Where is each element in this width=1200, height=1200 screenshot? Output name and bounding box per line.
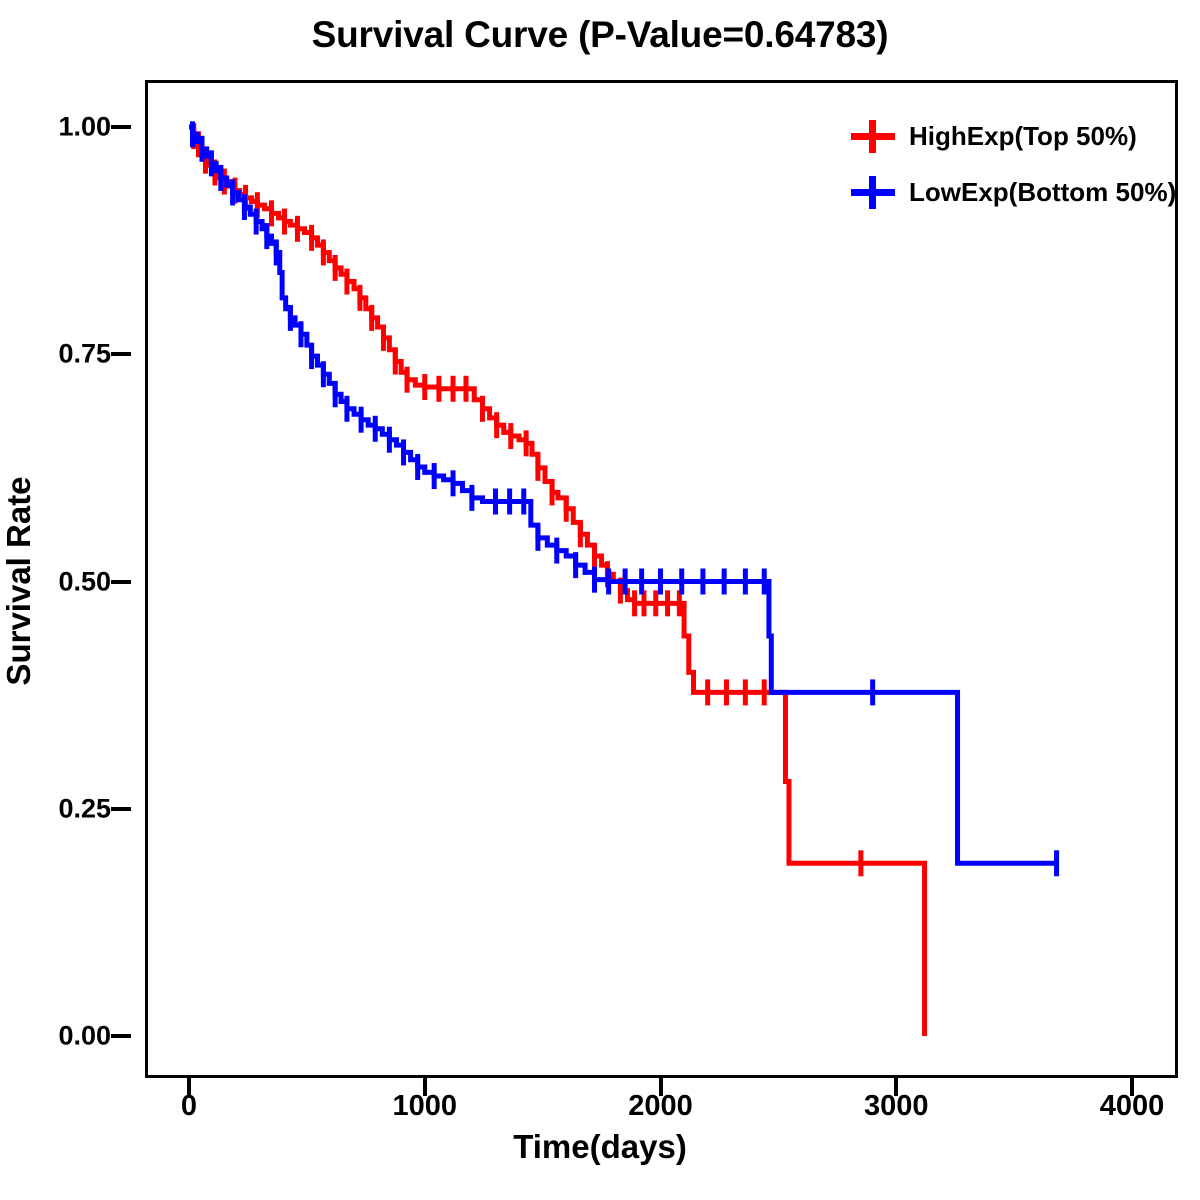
y-axis: 0.00 0.25 0.50 0.75 1.00 bbox=[0, 0, 145, 1200]
y-tick-label: 1.00 bbox=[58, 111, 111, 142]
x-tick-mark bbox=[1130, 1078, 1134, 1096]
x-tick-mark bbox=[187, 1078, 191, 1096]
page-title: Survival Curve (P-Value=0.64783) bbox=[311, 14, 889, 55]
series-high-exp bbox=[189, 123, 928, 1036]
y-tick-mark bbox=[111, 125, 131, 129]
y-tick-label: 0.25 bbox=[58, 793, 111, 824]
plus-marker-icon bbox=[845, 172, 901, 212]
legend-item-high-exp[interactable]: HighExp(Top 50%) bbox=[845, 108, 1175, 164]
y-tick-mark bbox=[111, 806, 131, 811]
survival-curves bbox=[189, 121, 1060, 1036]
plus-marker-icon bbox=[845, 116, 901, 156]
legend-label-high-exp: HighExp(Top 50%) bbox=[909, 120, 1137, 151]
x-tick-mark bbox=[422, 1078, 427, 1096]
y-tick-mark bbox=[111, 352, 131, 357]
plot-frame bbox=[145, 80, 1178, 1078]
x-tick-mark bbox=[658, 1078, 663, 1096]
x-tick-mark bbox=[894, 1078, 899, 1096]
y-axis-title: Survival Rate bbox=[0, 476, 37, 686]
x-axis-title: Time(days) bbox=[513, 1128, 687, 1165]
marker-vertical-bar bbox=[869, 176, 876, 209]
y-tick-label: 0.75 bbox=[58, 338, 111, 369]
legend-label-low-exp: LowExp(Bottom 50%) bbox=[909, 176, 1177, 207]
plot-area bbox=[145, 80, 1178, 1078]
y-tick-mark bbox=[111, 579, 131, 584]
y-tick-label: 0.50 bbox=[58, 566, 111, 596]
series-low-exp bbox=[189, 121, 1060, 877]
y-tick-mark bbox=[111, 1034, 131, 1038]
marker-vertical-bar bbox=[869, 120, 876, 153]
step-line bbox=[189, 124, 928, 1036]
y-tick-label: 0.00 bbox=[58, 1020, 111, 1051]
legend-item-low-exp[interactable]: LowExp(Bottom 50%) bbox=[845, 164, 1177, 220]
legend: HighExp(Top 50%) LowExp(Bottom 50%) bbox=[845, 108, 1177, 220]
x-tick-label: 0 bbox=[180, 1090, 198, 1122]
